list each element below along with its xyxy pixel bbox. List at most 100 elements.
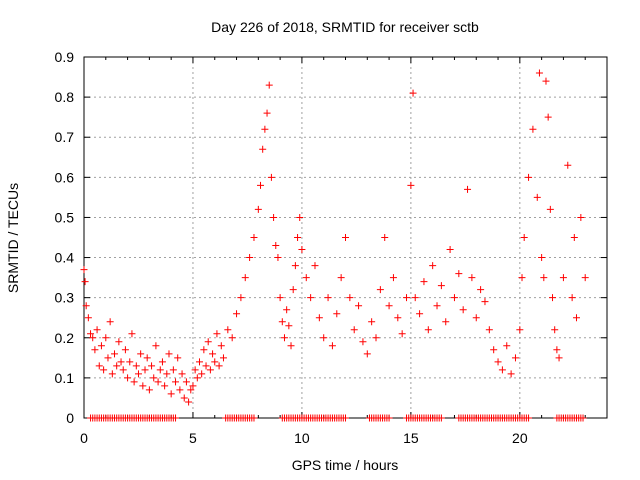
data-point (553, 346, 561, 354)
data-point (446, 246, 454, 254)
data-point (193, 374, 201, 382)
data-point (320, 334, 328, 342)
data-point (518, 274, 526, 282)
data-point (468, 274, 476, 282)
data-point (104, 354, 112, 362)
data-point (246, 254, 254, 262)
data-point (544, 113, 552, 121)
data-point (485, 326, 493, 334)
data-point (437, 282, 445, 290)
data-point (407, 181, 415, 189)
data-point (538, 254, 546, 262)
data-point (459, 306, 467, 314)
data-point (163, 370, 171, 378)
y-tick-label: 0.8 (55, 89, 75, 105)
data-point (372, 334, 380, 342)
data-point (535, 69, 543, 77)
data-point (278, 318, 286, 326)
grid-lines (84, 57, 607, 418)
y-axis-title: SRMTID / TECUs (5, 183, 21, 293)
data-point-zero (250, 414, 258, 422)
data-point (355, 302, 363, 310)
data-point (581, 274, 589, 282)
data-point (102, 334, 110, 342)
data-point (516, 326, 524, 334)
data-point (152, 342, 160, 350)
data-point-zero (437, 414, 445, 422)
x-axis-title: GPS time / hours (292, 457, 399, 473)
data-point (198, 370, 206, 378)
data-point (106, 318, 114, 326)
data-point (511, 354, 519, 362)
data-point (481, 298, 489, 306)
data-point (385, 302, 393, 310)
data-point (577, 213, 585, 221)
data-point (148, 362, 156, 370)
data-point (200, 346, 208, 354)
x-tick-label: 10 (294, 430, 310, 446)
data-point (185, 398, 193, 406)
data-point (87, 330, 95, 338)
data-point (161, 382, 169, 390)
data-point (420, 278, 428, 286)
data-point (139, 382, 147, 390)
data-point (291, 262, 299, 270)
data-point (215, 362, 223, 370)
data-point (80, 266, 88, 274)
data-point-zero (579, 414, 587, 422)
data-point (195, 358, 203, 366)
y-tick-label: 0.6 (55, 169, 75, 185)
data-point (429, 262, 437, 270)
data-point (533, 193, 541, 201)
data-point (490, 346, 498, 354)
data-point (219, 354, 227, 362)
x-tick-label: 15 (403, 430, 419, 446)
tick-labels: 0 0.1 0.2 0.3 0.4 0.5 0.6 0.7 0.8 0.9 0 5 10 15 20 (55, 49, 528, 446)
data-point (261, 125, 269, 133)
data-point (84, 314, 92, 322)
data-point (283, 306, 291, 314)
data-point (180, 394, 188, 402)
data-point (126, 358, 134, 366)
data-point (276, 294, 284, 302)
data-point (213, 330, 221, 338)
data-point (95, 362, 103, 370)
data-point (250, 234, 258, 241)
data-point (498, 366, 506, 374)
data-point (289, 286, 297, 294)
data-point (324, 294, 332, 302)
data-point (263, 109, 271, 117)
data-point (91, 346, 99, 354)
data-point (546, 205, 554, 213)
data-point (117, 358, 125, 366)
data-point (211, 358, 219, 366)
data-point (311, 262, 319, 270)
x-tick-label: 5 (189, 430, 197, 446)
data-point (141, 366, 149, 374)
data-point (209, 350, 217, 358)
data-point (97, 342, 105, 350)
data-point (328, 342, 336, 350)
data-point (572, 314, 580, 322)
data-point (158, 358, 166, 366)
data-point (128, 330, 136, 338)
data-point (241, 274, 249, 282)
y-tick-label: 0.2 (55, 330, 75, 346)
data-point (442, 318, 450, 326)
data-point (189, 382, 197, 390)
data-point (137, 350, 145, 358)
data-point (424, 326, 432, 334)
data-point (143, 354, 151, 362)
x-tick-label: 20 (512, 430, 528, 446)
y-tick-label: 0.5 (55, 209, 75, 225)
data-point (178, 370, 186, 378)
data-point (182, 378, 190, 386)
data-point (150, 374, 158, 382)
data-point (411, 294, 419, 302)
data-point (89, 334, 97, 342)
data-point (217, 342, 225, 350)
data-point (450, 294, 458, 302)
data-point (525, 173, 533, 181)
data-point (280, 334, 288, 342)
